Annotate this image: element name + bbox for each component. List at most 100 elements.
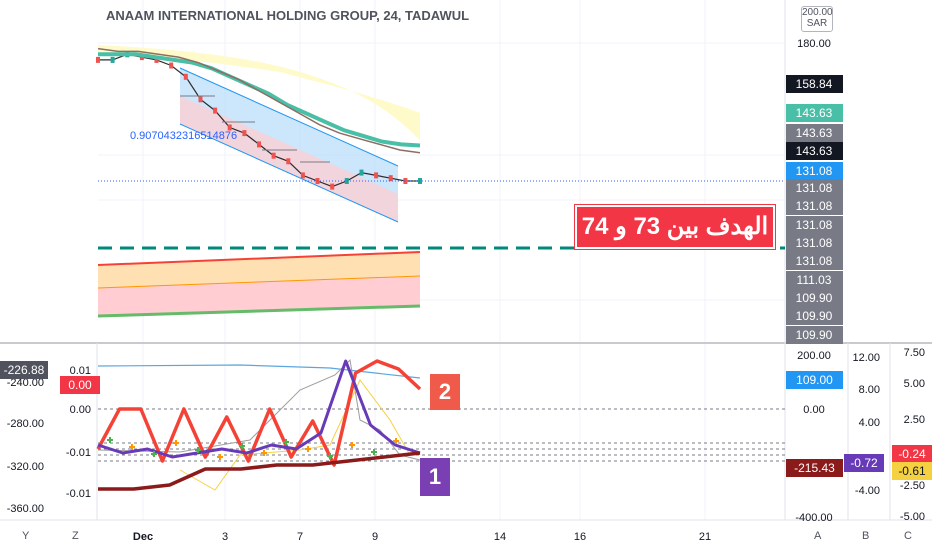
osc-b-tick-2: 4.00 — [859, 417, 880, 429]
price-tag-1: 143.63 — [796, 106, 833, 120]
fib-level-marks — [180, 95, 330, 163]
price-tag-4: 131.08 — [796, 164, 833, 178]
time-tick-2: 7 — [297, 531, 303, 543]
price-tag-2: 143.63 — [796, 126, 833, 140]
osc-tag-box-1 — [60, 376, 100, 394]
osc-blue-line — [97, 364, 421, 379]
grid — [98, 0, 785, 520]
candle-21 — [403, 178, 408, 184]
osc-tag-2: 109.00 — [796, 373, 833, 387]
price-line-teal-ma — [98, 52, 421, 148]
moving-average-ribbon — [98, 45, 420, 140]
candle-7 — [198, 96, 203, 103]
osc-c-tick-4: -5.00 — [900, 511, 925, 523]
osc-tag-1: 0.00 — [68, 378, 92, 392]
time-tick-6: 21 — [699, 531, 711, 543]
osc-marker-6 — [239, 443, 245, 449]
price-tag-6: 131.08 — [796, 199, 833, 213]
osc-marker-5 — [217, 454, 223, 460]
price-tag-box-4 — [786, 162, 843, 180]
price-tag-box-8 — [786, 234, 843, 252]
price-tag-box-13 — [786, 326, 843, 344]
oscillator-series-group — [96, 358, 422, 491]
osc-line-red — [96, 359, 422, 467]
annotation-badge-2[interactable]: 2 — [430, 374, 460, 410]
osc-inner-tick-0: 0.01 — [70, 365, 91, 377]
candle-4 — [154, 56, 159, 63]
price-tag-7: 131.08 — [796, 218, 833, 232]
annotation-badge-1[interactable]: 1 — [420, 458, 450, 496]
osc-right-tick-0: 200.00 — [797, 350, 831, 362]
price-tag-5: 131.08 — [796, 181, 833, 195]
osc-left-ticks: -240.00 -280.00 -320.00 -360.00 — [7, 377, 44, 515]
osc-left-tick-2: -320.00 — [7, 461, 44, 473]
osc-marker-12 — [371, 449, 377, 455]
price-tag-box-2 — [786, 124, 843, 142]
osc-tag-box-4 — [844, 454, 884, 472]
osc-line-maroon — [98, 451, 421, 491]
price-tag-10: 111.03 — [797, 273, 832, 287]
price-axis-ticks: 180.00 — [797, 38, 831, 50]
osc-tag-box-3 — [786, 459, 843, 477]
axis-button-a[interactable]: A — [814, 530, 822, 542]
candle-8 — [213, 107, 218, 114]
time-tick-5: 16 — [574, 531, 586, 543]
candle-13 — [286, 158, 291, 165]
osc-tag-0: -226.88 — [4, 363, 45, 377]
price-tag-13: 109.90 — [796, 328, 833, 342]
candle-11 — [257, 141, 261, 148]
osc-marker-9 — [305, 446, 311, 452]
osc-c-tick-2: 2.50 — [904, 414, 925, 426]
axis-button-z[interactable]: Z — [72, 530, 79, 542]
axis-button-c[interactable]: C — [904, 530, 912, 542]
osc-tag-box-5 — [892, 445, 932, 463]
osc-left-tick-1: -280.00 — [7, 418, 44, 430]
osc-right-tick-1: 0.00 — [803, 404, 824, 416]
osc-marker-0 — [107, 437, 113, 443]
sar-label-text: 200.00 SAR — [802, 7, 833, 29]
candle-12 — [271, 152, 276, 159]
time-axis-ticks: Dec 3 7 9 14 16 21 — [133, 531, 711, 543]
price-tag-box-11 — [786, 289, 843, 307]
price-tag-0: 158.84 — [796, 77, 833, 91]
osc-b-tick-0: 12.00 — [852, 352, 880, 364]
axis-button-y[interactable]: Y — [22, 530, 30, 542]
price-tag-9: 131.08 — [796, 254, 833, 268]
osc-marker-13 — [393, 438, 399, 444]
osc-inner-tick-3: -0.01 — [66, 488, 91, 500]
osc-line-purple — [97, 359, 421, 459]
osc-tag-box-2 — [786, 371, 843, 389]
price-tag-box-0 — [786, 75, 843, 93]
price-tag-box-5 — [786, 179, 843, 197]
osc-b-ticks: 12.00 8.00 4.00 -4.00 — [852, 352, 880, 497]
candle-19 — [374, 172, 379, 179]
price-axis-tags: 158.84 143.63 143.63 143.63 131.08 131.08 131.… — [786, 75, 843, 344]
candle-18 — [359, 169, 364, 176]
osc-left-tick-3: -360.00 — [7, 503, 44, 515]
osc-left-tick-0: -240.00 — [7, 377, 44, 389]
osc-c-tick-0: 7.50 — [904, 347, 925, 359]
price-tag-12: 109.90 — [796, 309, 833, 323]
axis-button-b[interactable]: B — [862, 530, 870, 542]
osc-inner-tick-2: -0.01 — [66, 447, 91, 459]
osc-tag-6: -0.61 — [898, 464, 926, 478]
osc-marker-7 — [261, 450, 267, 456]
osc-value-tags: -226.88 0.00 109.00 -215.43 -0.72 -0.24 -0.61 — [0, 361, 932, 480]
osc-yellow-line — [179, 379, 411, 491]
osc-tag-3: -215.43 — [794, 461, 835, 475]
price-tag-box-1 — [786, 104, 843, 122]
osc-marker-8 — [283, 439, 289, 445]
osc-b-tick-3: -4.00 — [855, 485, 880, 497]
osc-marker-1 — [129, 444, 135, 450]
osc-marker-3 — [173, 440, 179, 446]
target-note-callout[interactable]: الهدف بين 73 و 74 — [575, 205, 775, 249]
candle-20 — [388, 175, 393, 182]
price-tag-3: 143.63 — [796, 144, 833, 158]
candle-14 — [300, 172, 305, 179]
price-series-group — [96, 47, 422, 190]
osc-c-tick-1: 5.00 — [904, 378, 925, 390]
osc-tag-box-0 — [0, 361, 48, 379]
time-tick-4: 14 — [494, 531, 506, 543]
price-tag-box-10 — [786, 271, 843, 289]
